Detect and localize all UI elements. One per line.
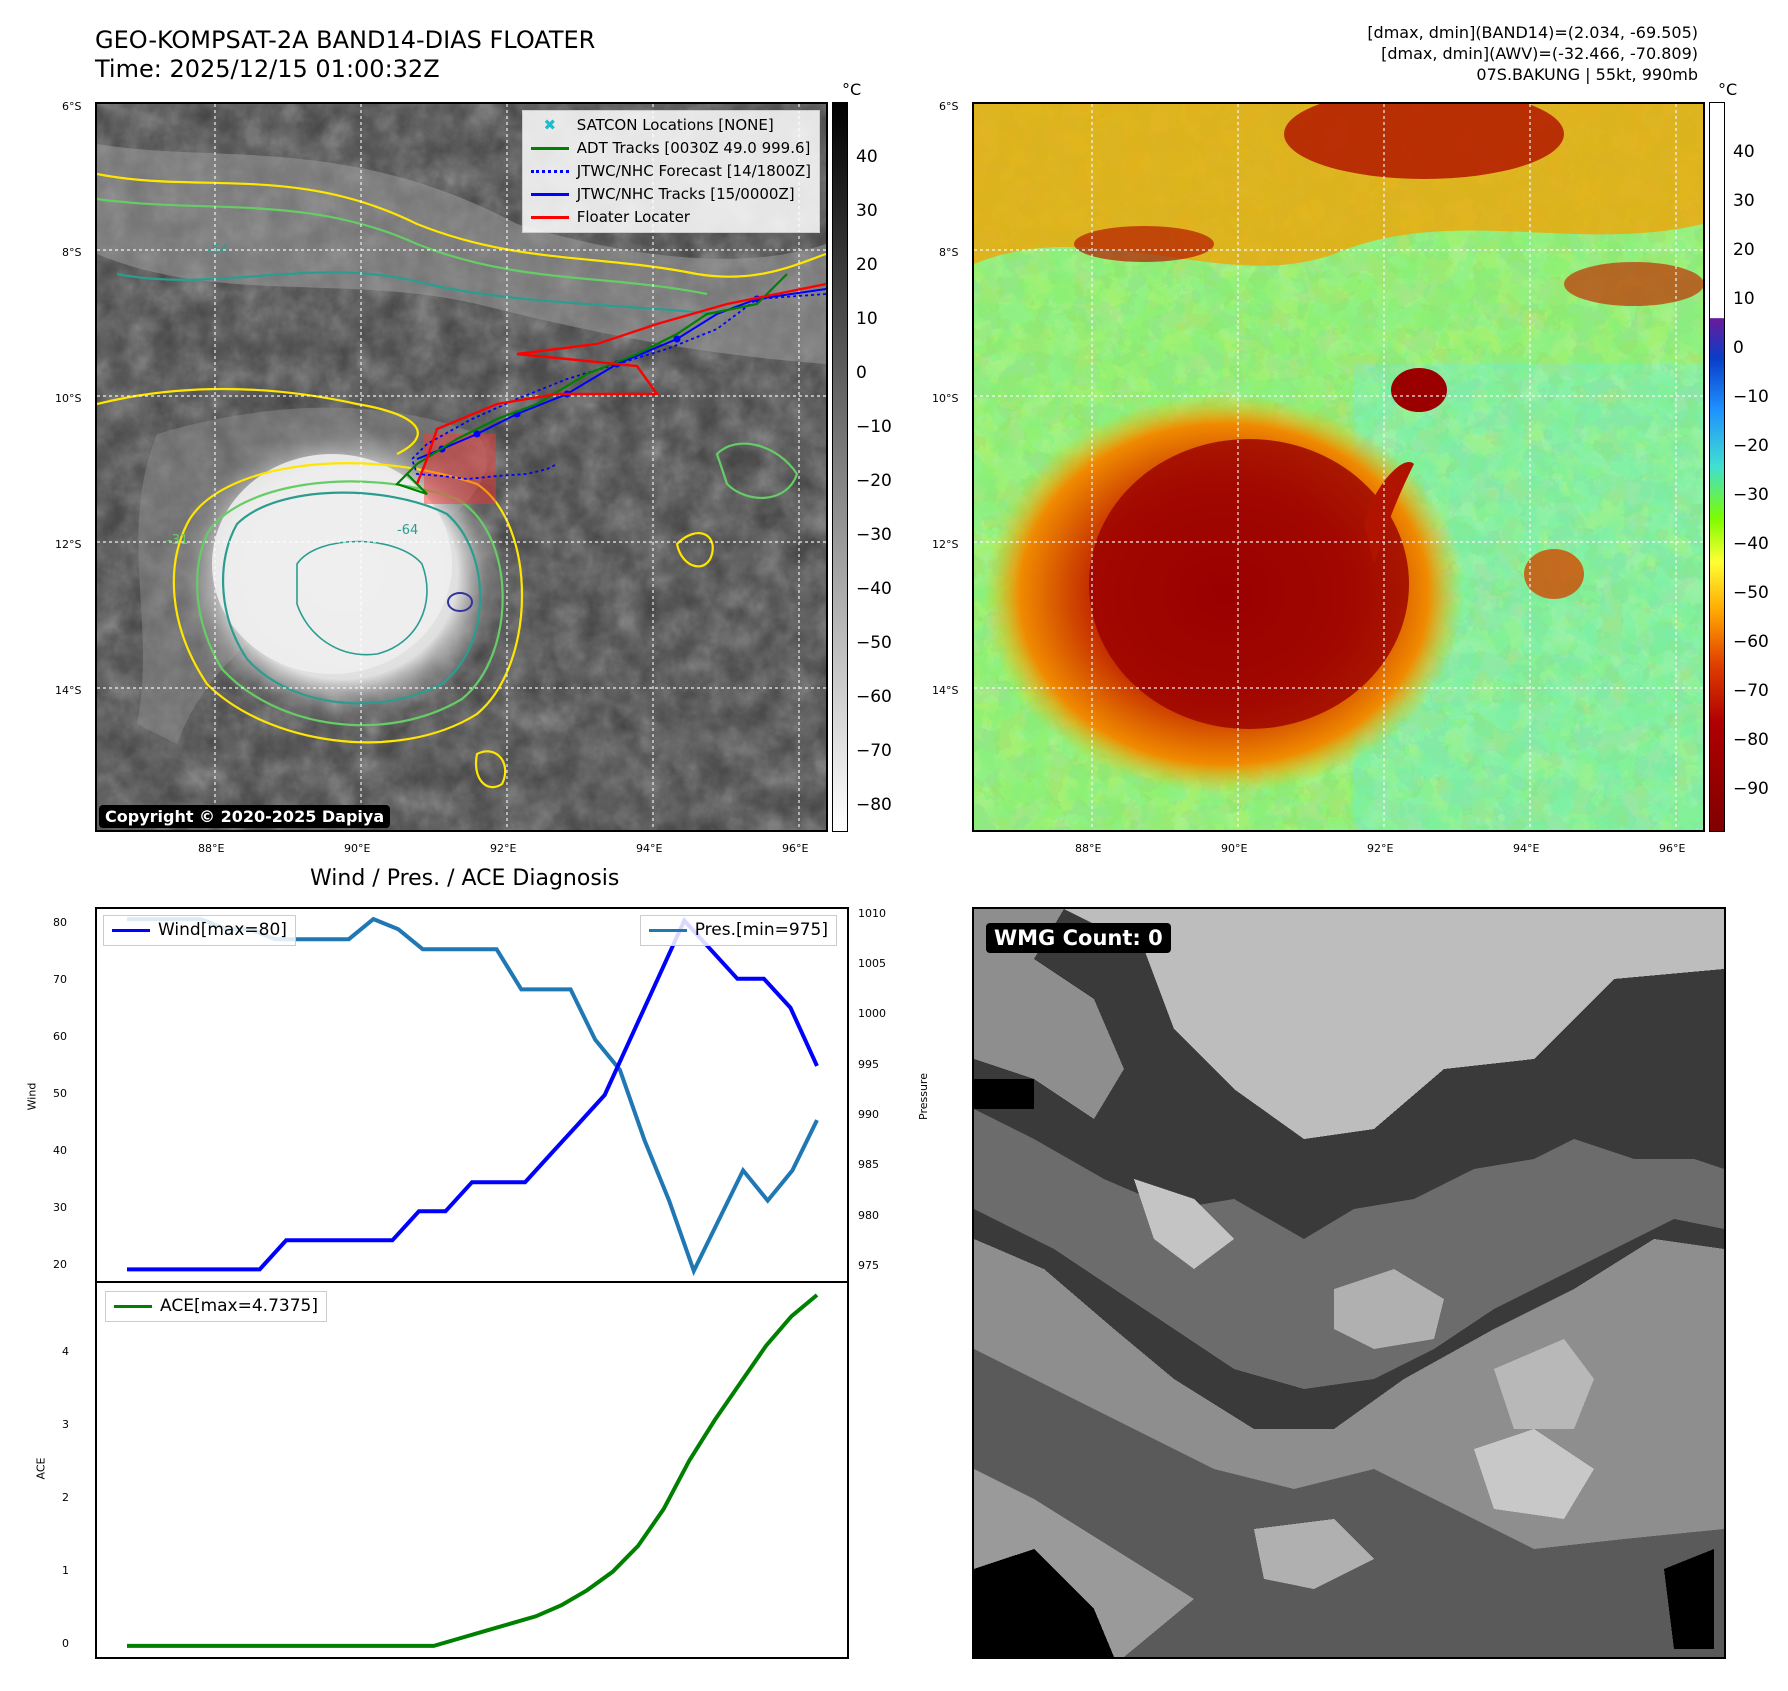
adt-track-line bbox=[394, 273, 788, 496]
legend-floater: Floater Locater bbox=[530, 206, 811, 229]
contour-label-64: -64 bbox=[397, 523, 418, 538]
info-line-3: 07S.BAKUNG | 55kt, 990mb bbox=[1476, 65, 1698, 84]
jtwc-track-line bbox=[416, 288, 826, 460]
wmg-panel: WMG Count: 0 bbox=[972, 907, 1726, 1659]
left-colorbar bbox=[832, 102, 848, 832]
pres-line-icon bbox=[648, 929, 687, 932]
legend-adt: ADT Tracks [0030Z 49.0 999.6] bbox=[530, 137, 811, 160]
right-colorbar-unit: °C bbox=[1718, 80, 1738, 99]
map-legend: ✖ SATCON Locations [NONE] ADT Tracks [003… bbox=[521, 110, 820, 233]
track-line-icon bbox=[530, 193, 569, 196]
pressure-series-line bbox=[127, 916, 819, 1277]
wind-ylabel: Wind bbox=[25, 1082, 39, 1111]
ace-ylabel: ACE bbox=[34, 1457, 48, 1480]
wmg-image bbox=[974, 909, 1724, 1657]
ace-chart: ACE[max=4.7375] bbox=[95, 1281, 849, 1659]
floater-locater-line bbox=[415, 282, 826, 485]
ace-series-line bbox=[127, 1293, 819, 1648]
ir-map-panel: -64 -54 -31 ✖ SATCON Locations [NONE] ADT… bbox=[95, 102, 828, 832]
legend-jtwc-forecast: JTWC/NHC Forecast [14/1800Z] bbox=[530, 160, 811, 183]
left-colorbar-unit: °C bbox=[842, 80, 862, 99]
info-line-2: [dmax, dmin](AWV)=(-32.466, -70.809) bbox=[1381, 44, 1698, 63]
ace-legend: ACE[max=4.7375] bbox=[105, 1291, 327, 1322]
title-line-2: Time: 2025/12/15 01:00:32Z bbox=[95, 55, 440, 83]
pres-legend: Pres.[min=975] bbox=[639, 915, 837, 946]
satcon-marker-icon: ✖ bbox=[543, 116, 557, 134]
awv-map-image bbox=[974, 104, 1703, 830]
copyright-label: Copyright © 2020-2025 Dapiya bbox=[99, 805, 391, 828]
awv-map-panel bbox=[972, 102, 1705, 832]
wind-pres-plot bbox=[127, 916, 819, 1277]
wind-series-line bbox=[127, 917, 819, 1272]
wind-legend: Wind[max=80] bbox=[103, 915, 296, 946]
diagnosis-title: Wind / Pres. / ACE Diagnosis bbox=[310, 866, 620, 891]
wind-pres-chart: Wind[max=80] Pres.[min=975] bbox=[95, 907, 849, 1283]
wmg-count-label: WMG Count: 0 bbox=[986, 923, 1171, 953]
ace-line-icon bbox=[114, 1305, 152, 1308]
floater-box bbox=[424, 434, 496, 504]
contour-label-31: -31 bbox=[167, 533, 188, 548]
pres-ylabel: Pressure bbox=[916, 1073, 930, 1120]
figure-title: GEO-KOMPSAT-2A BAND14-DIAS FLOATER Time: … bbox=[95, 26, 595, 84]
title-line-1: GEO-KOMPSAT-2A BAND14-DIAS FLOATER bbox=[95, 26, 596, 54]
jtwc-forecast-line bbox=[410, 293, 826, 480]
adt-line-icon bbox=[530, 147, 569, 150]
wind-line-icon bbox=[112, 929, 150, 932]
ace-plot bbox=[127, 1293, 819, 1648]
info-block: [dmax, dmin](BAND14)=(2.034, -69.505) [dm… bbox=[1367, 22, 1698, 85]
info-line-1: [dmax, dmin](BAND14)=(2.034, -69.505) bbox=[1367, 23, 1698, 42]
forecast-line-icon bbox=[530, 170, 569, 173]
right-colorbar bbox=[1709, 102, 1725, 832]
legend-jtwc-tracks: JTWC/NHC Tracks [15/0000Z] bbox=[530, 183, 811, 206]
legend-satcon: ✖ SATCON Locations [NONE] bbox=[531, 114, 811, 137]
floater-line-icon bbox=[530, 216, 569, 219]
